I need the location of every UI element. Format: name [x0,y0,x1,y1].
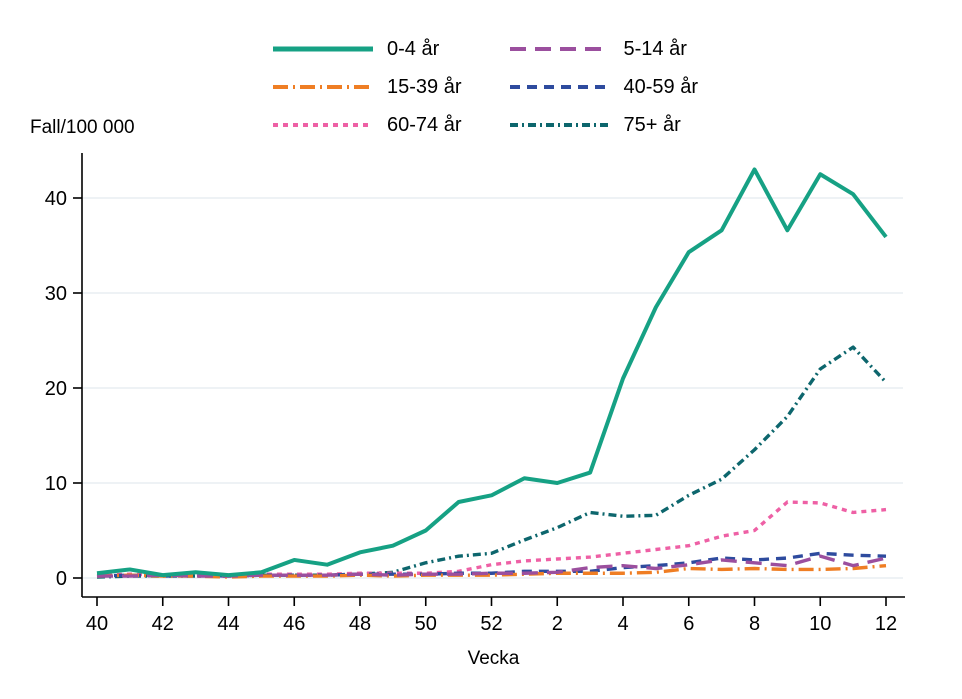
x-tick-label: 6 [683,613,694,635]
x-tick-label: 50 [415,613,437,635]
series-line-40-59-år [96,551,887,578]
legend-label: 40-59 år [623,76,699,98]
x-tick-label: 48 [349,613,371,635]
legend-line-sample [273,123,373,127]
y-tick-label: 40 [45,188,67,210]
legend: 0-4 år 5-14 år 15-39 år 40-59 år 60-74 år 75+… [273,36,698,138]
x-tick-label: 46 [283,613,305,635]
legend-line-sample [509,47,610,51]
series-line-75+-år [96,345,888,579]
series-line-60-74-år [96,500,887,577]
legend-item-60-74-år: 60-74 år [273,112,462,138]
y-axis-title: Fall/100 000 [30,117,135,138]
x-tick-label: 52 [480,613,502,635]
x-tick-label: 8 [749,613,760,635]
x-tick-label: 12 [875,613,897,635]
legend-label: 15-39 år [387,76,462,98]
x-tick-label: 4 [617,613,628,635]
x-tick-label: 40 [86,613,108,635]
legend-label: 5-14 år [623,38,687,60]
x-tick-label: 10 [809,613,831,635]
x-tick-label: 42 [152,613,174,635]
x-tick-label: 2 [552,613,563,635]
legend-label: 60-74 år [387,114,462,136]
series-line-15-39-år [96,563,887,579]
legend-label: 0-4 år [387,38,440,60]
x-tick-label: 44 [217,613,239,635]
y-tick-label: 10 [45,473,67,495]
x-axis-title: Vecka [467,648,520,669]
legend-item-5-14-år: 5-14 år [509,36,699,62]
legend-line-sample [273,46,373,52]
legend-item-40-59-år: 40-59 år [509,74,699,100]
legend-item-0-4-år: 0-4 år [273,36,462,62]
legend-line-sample [273,85,373,89]
legend-label: 75+ år [623,114,681,136]
legend-line-sample [509,123,610,127]
series-line-0-4-år [96,167,888,578]
y-tick-label: 30 [45,283,67,305]
legend-item-15-39-år: 15-39 år [273,74,462,100]
legend-item-75+-år: 75+ år [509,112,699,138]
y-tick-label: 20 [45,378,67,400]
y-tick-label: 0 [56,568,67,590]
